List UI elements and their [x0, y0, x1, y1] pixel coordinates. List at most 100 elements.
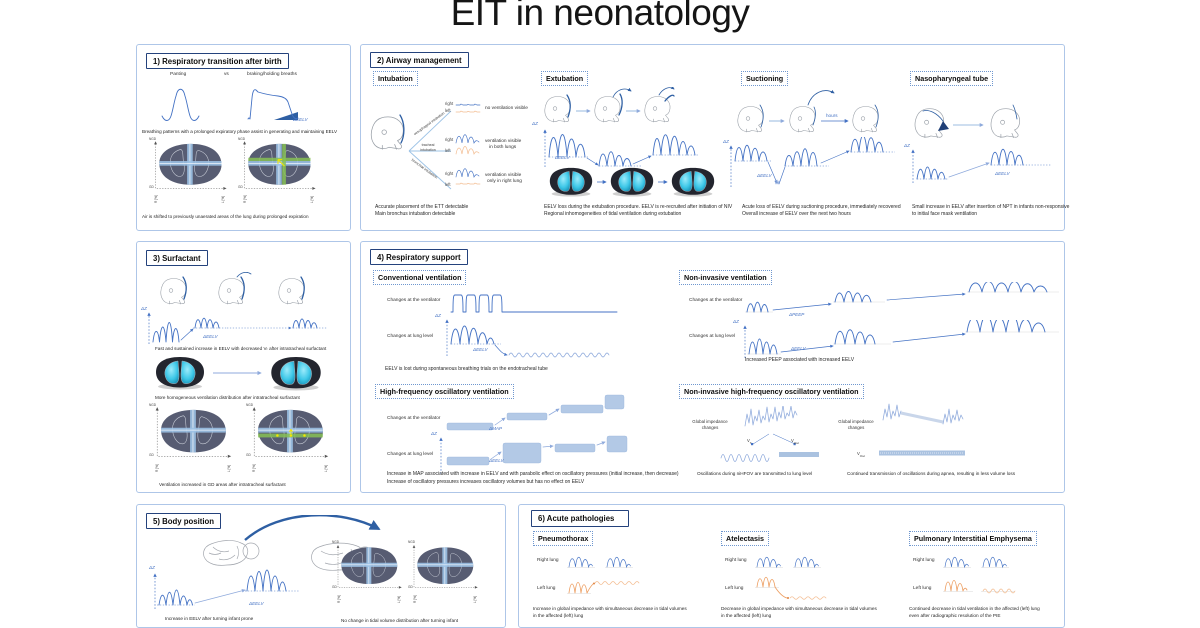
- body-position-caption-2: No change in tidal volume distribution a…: [341, 618, 458, 623]
- eit-tomogram: [150, 406, 234, 464]
- pneumothorax-label: Pneumothorax: [533, 531, 594, 546]
- panel2-title: 2) Airway management: [370, 52, 469, 68]
- nihfov-label: Non-invasive high-frequency oscillatory …: [679, 384, 864, 399]
- nihfov-caption-2: Continued transmission of oscillations d…: [847, 471, 1016, 476]
- panel6-title: 6) Acute pathologies: [531, 510, 630, 527]
- suctioning-caption-1: Acute loss of EELV during suctioning pro…: [742, 204, 901, 210]
- cv-label: Conventional ventilation: [373, 270, 467, 285]
- outcome-right-lung-2: only in right lung: [487, 179, 522, 184]
- extubation-caption-1: EELV loss during the extubation procedur…: [544, 204, 733, 210]
- pie-right-trace: [943, 556, 1009, 569]
- nihfov-caption-1: Oscillations during niHFOV are transmitt…: [697, 471, 813, 476]
- braking-waveform: [247, 89, 299, 120]
- vosc-label: VOsc: [857, 451, 866, 458]
- surfactant-caption-fast: Fast and sustained increase in EELV with…: [155, 346, 327, 351]
- npt-caption-1: Small increase in EELV after insertion o…: [912, 204, 1070, 210]
- page-title: EIT in neonatology: [450, 0, 750, 33]
- dz-axis-label: ΔZ: [149, 565, 155, 570]
- pneumothorax-caption-1: Increase in global impedance with simult…: [533, 606, 687, 611]
- npt-heads: [914, 104, 1021, 138]
- panel4-title: 4) Respiratory support: [370, 249, 468, 265]
- left-lung-label: Left lung: [913, 586, 932, 591]
- atelectasis-left-trace: [755, 576, 827, 600]
- cv-lung-label: Changes at lung level: [387, 334, 434, 339]
- wave-trace-orange: [455, 146, 480, 156]
- panel3-title: 3) Surfactant: [146, 250, 208, 266]
- panel1-caption-breathing: Breathing patterns with a prolonged expi…: [142, 129, 338, 134]
- hfov-ventilator-label: Changes at the ventilator: [387, 416, 441, 421]
- hfov-ventilator-bands: [446, 394, 625, 431]
- npt-caption-2: to initial face mask ventilation: [912, 211, 978, 217]
- extubation-caption-2: Regional inhomogeneities of tidal ventil…: [544, 211, 682, 217]
- pneumothorax-right-trace: [567, 556, 633, 569]
- axis-tick-left: L [%]: [227, 464, 231, 472]
- vosc-label: VOsc: [791, 438, 800, 445]
- hfov-caption-1: Increase in MAP associated with increase…: [387, 471, 679, 477]
- axis-gd: GD: [149, 453, 154, 457]
- extubation-lung-scans: [549, 167, 715, 197]
- right-lung-label: Right lung: [913, 558, 935, 563]
- branch-tracheal-label: tracheal intubation: [420, 143, 436, 152]
- eit-tomogram: [150, 140, 228, 196]
- suctioning-caption-2: Overall increase of EELV over the next t…: [742, 211, 851, 217]
- panel1-title: 1) Respiratory transition after birth: [146, 53, 289, 69]
- cv-caption: EELV is lost during spontaneous breathin…: [385, 366, 548, 372]
- axis-tick-left: L [%]: [324, 464, 328, 472]
- panel-respiratory-support: 4) Respiratory support Conventional vent…: [360, 241, 1065, 493]
- axis-tick-right: R [%]: [154, 195, 158, 203]
- npt-label: Nasopharyngeal tube: [910, 71, 994, 86]
- vosc-long-band: [879, 450, 965, 456]
- pie-caption-1: Continued decrease in tidal ventilation …: [909, 606, 1040, 611]
- niv-label: Non-invasive ventilation: [679, 270, 772, 285]
- surfactant-heads: [160, 272, 305, 305]
- right-lung-label: Right lung: [537, 558, 559, 563]
- delta-map-label: ΔMAP: [489, 426, 503, 431]
- nihfov-global-label-2: Global impedance changes: [838, 419, 874, 430]
- pie-caption-2: even after radiographic resolution of th…: [909, 613, 1001, 618]
- dz-axis-label: ΔZ: [532, 121, 538, 126]
- panel-body-position: 5) Body position ΔZ: [136, 504, 506, 628]
- atelectasis-label: Atelectasis: [721, 531, 769, 546]
- panting-label: Panting: [170, 72, 187, 77]
- axis-gd: GD: [238, 185, 243, 189]
- axis-ngd: NGD: [238, 137, 246, 141]
- niv-caption: Increased PEEP associated with increased…: [745, 357, 855, 363]
- right-label: right: [445, 101, 454, 106]
- axis-tick-left: L [%]: [397, 595, 401, 603]
- dz-axis-label: ΔZ: [723, 139, 729, 144]
- extubation-heads: [544, 87, 675, 123]
- cv-lung-waveform: [445, 319, 610, 358]
- axis-tick-left: L [%]: [221, 195, 225, 203]
- eit-tomogram: [333, 543, 403, 595]
- vt-label: VT: [747, 438, 752, 445]
- axis-gd: GD: [332, 585, 337, 589]
- niv-lung-label: Changes at lung level: [689, 334, 736, 339]
- hfov-caption-2: Increase of oscillatory pressures increa…: [387, 479, 585, 485]
- flat-trace-orange: [455, 182, 481, 185]
- nihfov-global-label-1: Global impedance changes: [692, 419, 728, 430]
- delta-eelv-label: ΔEELV: [203, 334, 218, 339]
- axis-gd: GD: [246, 453, 251, 457]
- dz-axis-label: ΔZ: [904, 143, 910, 148]
- axis-ngd: NGD: [246, 403, 254, 407]
- suctioning-label: Suctioning: [741, 71, 789, 86]
- axis-tick-right: R [%]: [413, 595, 417, 603]
- intubation-caption-1: Accurate placement of the ETT detectable: [375, 204, 469, 210]
- left-label: left: [445, 182, 451, 187]
- wave-trace-blue: [455, 134, 480, 145]
- body-position-waveform: [153, 569, 299, 609]
- panting-waveform: [161, 88, 200, 121]
- axis-gd: GD: [408, 585, 413, 589]
- wave-trace-blue: [455, 168, 480, 179]
- intubation-label: Intubation: [373, 71, 418, 86]
- hours-label: hours: [826, 113, 838, 118]
- pneumothorax-left-trace: [567, 581, 640, 594]
- suctioning-waveform: [729, 137, 895, 187]
- panel-surfactant: 3) Surfactant ΔZ ΔEELV Fast and sustaine…: [136, 241, 351, 493]
- left-lung-label: Left lung: [537, 586, 556, 591]
- intubation-branches: [408, 110, 452, 190]
- atelectasis-right-trace: [755, 556, 821, 569]
- vs-label: vs: [224, 72, 229, 77]
- turn-prone-arrow: [244, 515, 381, 541]
